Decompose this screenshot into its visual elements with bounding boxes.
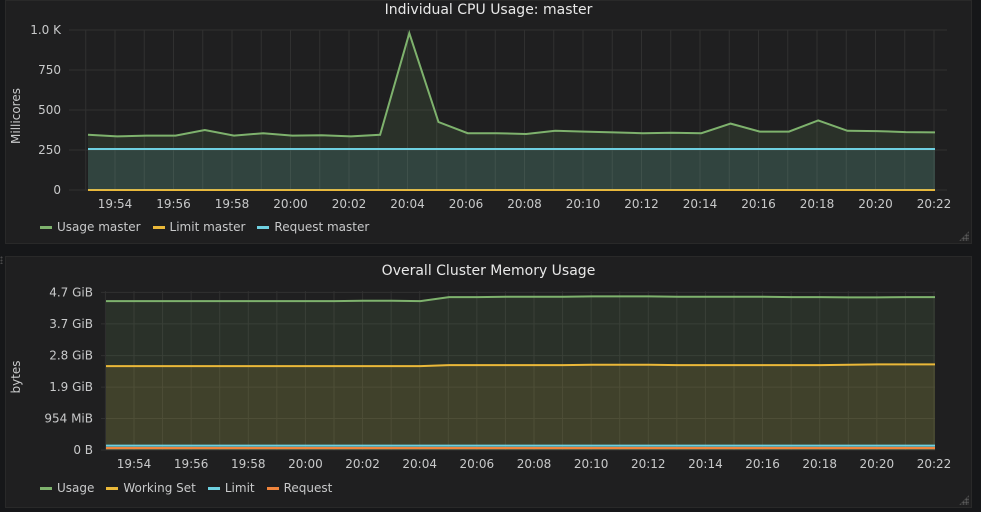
x-tick-label: 20:04 xyxy=(402,457,437,471)
legend-item[interactable]: Usage xyxy=(40,481,94,495)
x-tick-label: 19:56 xyxy=(174,457,209,471)
legend-swatch xyxy=(266,486,279,490)
legend-swatch xyxy=(257,225,270,229)
legend-item[interactable]: Limit xyxy=(207,481,255,495)
series-line-1 xyxy=(106,363,935,368)
y-tick-label: 0 B xyxy=(73,443,93,457)
x-tick-label: 19:58 xyxy=(215,197,250,211)
x-tick-label: 20:00 xyxy=(288,457,323,471)
x-tick-label: 20:06 xyxy=(449,197,484,211)
x-tick-label: 19:54 xyxy=(98,197,133,211)
series-area-0 xyxy=(106,296,935,450)
y-tick-label: 3.7 GiB xyxy=(49,317,93,331)
x-tick-label: 20:22 xyxy=(917,197,952,211)
x-tick-label: 20:20 xyxy=(860,457,895,471)
legend-label: Limit master xyxy=(169,220,246,234)
x-tick-label: 20:18 xyxy=(802,457,837,471)
x-tick-label: 19:56 xyxy=(156,197,191,211)
legend-swatch xyxy=(106,486,119,490)
x-tick-label: 20:02 xyxy=(332,197,367,211)
x-tick-label: 20:08 xyxy=(517,457,552,471)
y-tick-label: 2.8 GiB xyxy=(49,349,93,363)
series-line-0 xyxy=(106,295,935,303)
series-line-0 xyxy=(87,29,936,138)
x-tick-label: 20:14 xyxy=(688,457,723,471)
legend-swatch xyxy=(152,225,165,229)
y-tick-label: 0 xyxy=(53,183,61,197)
drag-handle[interactable] xyxy=(0,256,3,264)
series-area-2 xyxy=(88,149,935,190)
legend-swatch xyxy=(207,486,220,490)
legend-label: Usage xyxy=(57,481,95,495)
x-tick-label: 19:58 xyxy=(231,457,266,471)
legend-label: Usage master xyxy=(57,220,141,234)
panel-title[interactable]: Overall Cluster Memory Usage xyxy=(381,263,596,279)
legend-label: Limit xyxy=(224,481,255,495)
x-tick-label: 20:10 xyxy=(566,197,601,211)
x-tick-label: 20:18 xyxy=(800,197,835,211)
panel-title[interactable]: Individual CPU Usage: master xyxy=(384,2,593,18)
x-tick-label: 20:20 xyxy=(858,197,893,211)
x-tick-label: 20:02 xyxy=(345,457,380,471)
resize-handle[interactable] xyxy=(959,231,969,241)
chart-legend: Usage master Limit master Request master xyxy=(40,220,369,234)
y-tick-label: 1.9 GiB xyxy=(49,380,93,394)
legend-item[interactable]: Usage master xyxy=(40,220,141,234)
x-tick-label: 20:16 xyxy=(741,197,776,211)
y-tick-label: 954 MiB xyxy=(44,412,93,426)
legend-swatch xyxy=(40,225,52,229)
x-tick-label: 20:08 xyxy=(507,197,542,211)
legend-label: Request master xyxy=(274,220,370,234)
memory-usage-panel: Overall Cluster Memory Usage bytes 0 B 95… xyxy=(5,256,972,508)
resize-handle[interactable] xyxy=(959,495,969,505)
x-tick-label: 20:06 xyxy=(460,457,495,471)
legend-item[interactable]: Request master xyxy=(257,220,369,234)
x-tick-label: 20:22 xyxy=(917,457,952,471)
memory-usage-chart[interactable]: 0 B 954 MiB 1.9 GiB 2.8 GiB 3.7 GiB 4.7 GiB 19… xyxy=(6,283,971,483)
x-tick-label: 20:14 xyxy=(683,197,718,211)
y-tick-label: 250 xyxy=(38,143,61,157)
x-tick-label: 20:12 xyxy=(631,457,666,471)
cpu-usage-panel: Individual CPU Usage: master Millicores … xyxy=(5,0,972,244)
legend-label: Working Set xyxy=(123,481,196,495)
legend-item[interactable]: Working Set xyxy=(106,481,196,495)
x-tick-label: 20:12 xyxy=(624,197,659,211)
y-tick-label: 1.0 K xyxy=(30,23,62,37)
cpu-usage-chart[interactable]: 0 250 500 750 1.0 K 19:54 19:56 19:58 20:00 20:02… xyxy=(6,21,971,221)
legend-swatch xyxy=(40,486,52,490)
legend-label: Request xyxy=(283,481,333,495)
x-tick-label: 20:10 xyxy=(574,457,609,471)
series-area-1 xyxy=(106,364,935,450)
x-tick-label: 19:54 xyxy=(117,457,152,471)
x-tick-label: 20:00 xyxy=(273,197,308,211)
legend-item[interactable]: Limit master xyxy=(152,220,246,234)
chart-legend: Usage Working Set Limit Request xyxy=(40,481,332,495)
legend-item[interactable]: Request xyxy=(266,481,333,495)
x-tick-label: 20:04 xyxy=(390,197,425,211)
y-tick-label: 4.7 GiB xyxy=(49,285,93,299)
y-tick-label: 500 xyxy=(38,103,61,117)
x-tick-label: 20:16 xyxy=(745,457,780,471)
series-area-0 xyxy=(88,33,935,191)
y-tick-label: 750 xyxy=(38,63,61,77)
